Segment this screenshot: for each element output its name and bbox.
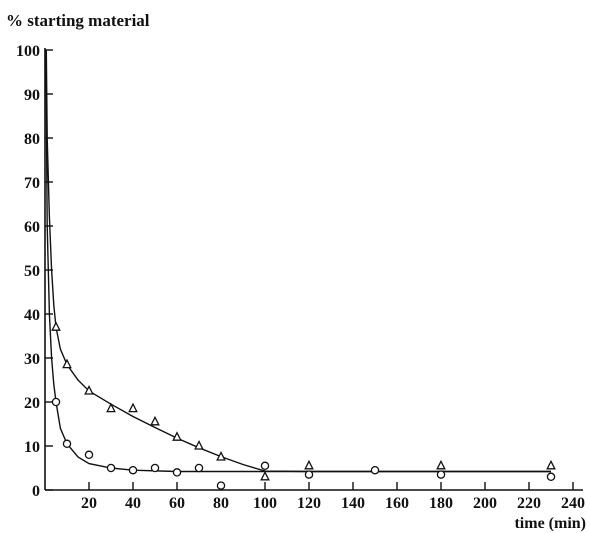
circle-marker [216,481,226,490]
fitted-curves [45,49,551,473]
x-tick-label: 20 [81,495,97,512]
x-tick-label: 240 [561,495,585,512]
y-tick-label: 70 [24,175,40,192]
triangle-marker [194,440,204,450]
circle-marker [84,450,94,460]
triangle-marker [304,459,314,470]
y-tick-label: 90 [24,87,40,104]
triangle-marker [172,431,182,441]
ticks: 0 10 20 30 40 50 60 70 80 90 100 20 40 60 80 100 120 140 1… [16,43,585,512]
y-tick-label: 60 [24,219,40,236]
triangle-marker [84,385,94,395]
data-markers [51,321,556,490]
triangle-marker [106,402,116,413]
x-tick-label: 120 [297,495,321,512]
x-tick-label: 220 [517,495,541,512]
x-tick-label: 140 [341,495,365,512]
circle-marker [436,470,446,479]
circle-marker [62,439,72,449]
triangle-marker [216,451,226,461]
triangle-series-curve [45,49,551,473]
triangle-marker [128,402,138,413]
y-tick-label: 80 [24,131,40,148]
y-tick-label: 10 [24,439,40,456]
triangle-marker [260,470,270,481]
circle-marker [546,472,556,482]
x-tick-label: 100 [253,495,277,512]
y-tick-label: 30 [24,351,40,368]
x-tick-label: 40 [125,495,141,512]
circle-marker [260,461,270,471]
y-tick-label: 50 [24,263,40,280]
y-tick-label: 40 [24,307,40,324]
circle-series-curve [45,49,551,473]
y-axis-label: % starting material [6,11,150,30]
circle-marker [106,463,116,473]
circle-marker [370,465,380,475]
triangle-marker [546,459,556,470]
circle-marker [150,463,160,473]
circle-marker [172,468,182,477]
y-tick-label: 20 [24,395,40,412]
circle-marker [304,470,314,479]
x-tick-label: 160 [385,495,409,512]
circle-marker [194,463,204,473]
x-tick-label: 200 [473,495,497,512]
circle-marker [51,397,61,407]
triangle-marker [436,459,446,470]
x-tick-label: 180 [429,495,453,512]
x-tick-label: 60 [169,495,185,512]
y-tick-label: 0 [32,483,40,500]
triangle-marker [51,321,61,331]
x-axis-label: time (min) [514,515,586,532]
circle-marker [128,465,138,475]
triangle-marker [150,415,160,426]
triangle-marker [62,358,72,369]
x-tick-label: 80 [213,495,229,512]
y-tick-label: 100 [16,43,40,60]
